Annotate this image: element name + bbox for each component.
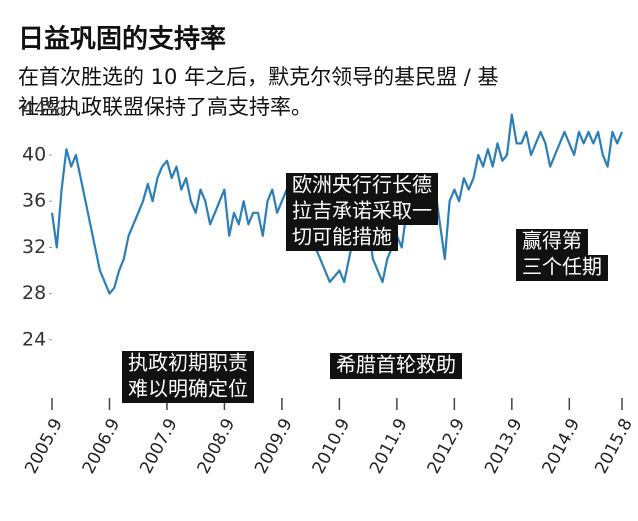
data-line <box>50 113 624 295</box>
annotation-text: 难以明确定位 <box>128 377 248 401</box>
annotation-text: 三个任期 <box>522 255 602 279</box>
x-tick-label: 2010.9 <box>309 415 355 477</box>
y-tick-label: 24 <box>22 328 46 350</box>
annotation-text: 切可能措施 <box>292 225 392 249</box>
annotation-box <box>516 255 608 281</box>
x-tick-label: 2013.9 <box>481 415 527 477</box>
x-tick-label: 2005.9 <box>21 415 67 477</box>
y-tick-label: 36 <box>22 190 46 212</box>
x-tick-label: 2007.9 <box>136 415 182 477</box>
annotation-box <box>330 353 462 379</box>
annotation-box <box>122 351 254 377</box>
y-tick-label: 40 <box>22 144 46 166</box>
annotation-box <box>122 377 254 403</box>
y-tick-label: 28 <box>22 282 46 304</box>
chart-subtitle: 社盟执政联盟保持了高支持率。 <box>18 95 312 119</box>
chart-subtitle: 在首次胜选的 10 年之后，默克尔领导的基民盟 / 基 <box>18 65 499 89</box>
annotation-box <box>286 225 398 251</box>
x-tick-label: 2015.8 <box>591 415 637 477</box>
y-tick-label: 32 <box>22 236 46 258</box>
x-tick-label: 2014.9 <box>539 415 585 477</box>
annotation-text: 赢得第 <box>522 229 582 253</box>
annotation: 希腊首轮救助 <box>330 353 462 379</box>
y-tick-label: 44% <box>22 97 64 119</box>
x-tick-label: 2011.9 <box>366 415 412 477</box>
annotation-box <box>516 229 588 255</box>
annotation-text: 希腊首轮救助 <box>336 353 456 377</box>
annotation-text: 执政初期职责 <box>128 351 248 375</box>
annotation-box <box>286 173 438 199</box>
x-tick-label: 2012.9 <box>424 415 470 477</box>
x-tick-label: 2008.9 <box>194 415 240 477</box>
annotation-text: 拉吉承诺采取一 <box>292 199 432 223</box>
chart-title: 日益巩固的支持率 <box>18 24 226 55</box>
annotation-box <box>286 199 438 225</box>
x-tick-label: 2006.9 <box>79 415 125 477</box>
annotation-text: 欧洲央行行长德 <box>292 173 432 197</box>
x-tick-label: 2009.9 <box>251 415 297 477</box>
